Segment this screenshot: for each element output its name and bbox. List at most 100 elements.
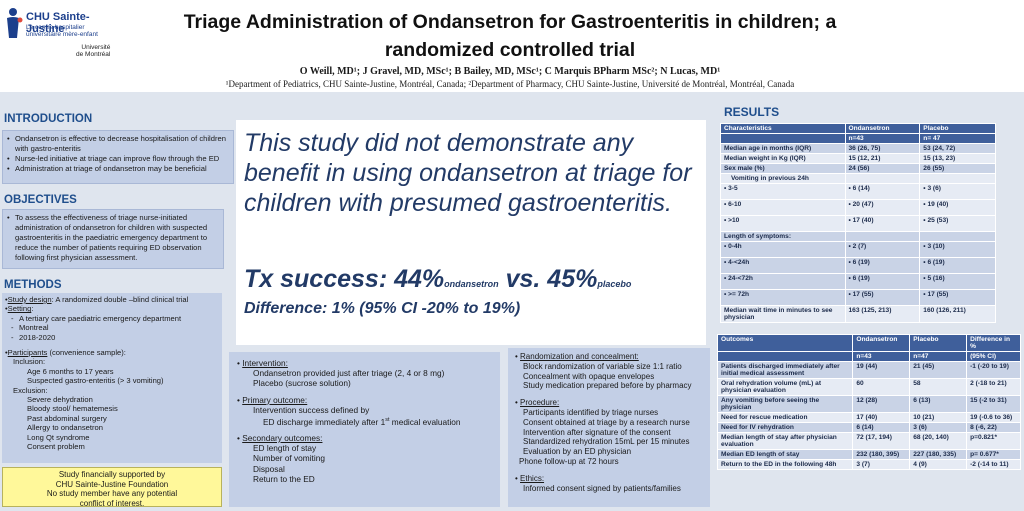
results-heading: RESULTS [724, 105, 780, 119]
chu-figure-icon [7, 8, 23, 38]
followup: Phone follow-up at 72 hours [519, 456, 619, 466]
column-header: Placebo [909, 334, 968, 352]
introduction-box: Ondansetron is effective to decrease hos… [2, 130, 234, 184]
poster-header [0, 0, 1024, 92]
table-row: Need for rescue medication 17 (40) 10 (21)… [716, 412, 1021, 423]
udem-logo: Université de Montréal [76, 44, 111, 58]
secondary-outcome-item: Disposal [253, 463, 285, 474]
logo-subtitle: Le centre hospitalier universitaire mère… [26, 24, 98, 38]
primary-outcome-item: ED discharge immediately after 1st medic… [263, 416, 461, 427]
exclusion-item: Severe dehydration [27, 395, 93, 405]
procedure-item: Standardized rehydration 15mL per 15 min… [523, 437, 690, 447]
secondary-outcome-item: ED length of stay [253, 443, 317, 454]
column-header: Placebo [919, 123, 996, 134]
table-row: Sex male (%) 24 (56) 26 (55) [720, 163, 996, 174]
column-header: Characteristics [720, 123, 846, 134]
table-row: • 4-<24h • 6 (19) • 6 (19) [720, 257, 996, 274]
inclusion-item: Age 6 months to 17 years [27, 366, 114, 376]
difference-text: Difference: 1% (95% CI -20% to 19%) [244, 300, 521, 317]
table-row: Need for IV rehydration 6 (14) 3 (6) 8 (-6,… [716, 422, 1021, 433]
table-row: Median age in months (IQR) 36 (26, 75) 53 … [720, 143, 996, 154]
outcomes-table: Outcomes Ondansetron Placebo Difference … [716, 334, 1021, 470]
ethics-heading: • Ethics: [515, 473, 545, 483]
intervention-box: • Intervention: Ondansetron provided jus… [229, 352, 500, 507]
table-row: Oral rehydration volume (mL) at physicia… [716, 378, 1021, 396]
column-subheader: n=47 [909, 351, 968, 362]
table-row: • 24-<72h • 6 (19) • 5 (16) [720, 273, 996, 290]
characteristics-table: Characteristics Ondansetron Placebo n=43… [720, 123, 996, 323]
intervention-heading: • Intervention: [237, 358, 288, 368]
intervention-item: Placebo (sucrose solution) [253, 378, 351, 389]
procedure-item: Consent obtained at triage by a research… [523, 417, 690, 427]
table-row: Length of symptoms: [720, 231, 996, 242]
setting-item: A tertiary care paediatric emergency dep… [9, 314, 219, 324]
objectives-box: To assess the effectiveness of triage nu… [2, 209, 224, 269]
table-header-row: Outcomes Ondansetron Placebo Difference … [716, 334, 1021, 352]
table-row: • 6-10 • 20 (47) • 19 (40) [720, 199, 996, 216]
procedure-item: Evaluation by an ED physician [523, 447, 632, 457]
intro-item: Nurse-led initiative at triage can impro… [7, 154, 229, 164]
procedure-heading: • Procedure: [515, 398, 560, 408]
methods-box: •Study design: A randomized double –blin… [2, 293, 222, 463]
table-row: • >= 72h • 17 (55) • 17 (55) [720, 289, 996, 306]
secondary-outcome-item: Return to the ED [253, 473, 315, 484]
intro-item: Ondansetron is effective to decrease hos… [7, 134, 229, 154]
column-subheader: n= 47 [919, 133, 996, 144]
randomization-item: Concealment with opaque envelopes [523, 371, 655, 381]
exclusion-item: Bloody stool/ hematemesis [27, 404, 118, 414]
randomization-heading: • Randomization and concealment: [515, 352, 639, 361]
table-subheader-row: n=43 n=47 (95% CI) [716, 351, 1021, 362]
column-subheader: n=43 [844, 133, 921, 144]
column-subheader: (95% CI) [966, 351, 1021, 362]
affiliations: ¹Department of Pediatrics, CHU Sainte-Ju… [225, 79, 795, 89]
table-row: Any vomiting before seeing the physician… [716, 395, 1021, 413]
column-header: Difference in % [966, 334, 1021, 352]
logo-name: CHU Sainte-Justine [26, 11, 90, 35]
primary-outcome-item: Intervention success defined by [253, 404, 370, 415]
objectives-heading: OBJECTIVES [4, 194, 77, 206]
setting-item: Montreal [9, 323, 219, 333]
table-subheader-row: n=43 n= 47 [720, 133, 996, 144]
key-finding-text: This study did not demonstrate any benef… [244, 129, 692, 217]
randomization-item: Study medication prepared before by phar… [523, 381, 692, 391]
treatment-success: Tx success: 44%ondansetron vs. 45%placeb… [244, 265, 632, 293]
ethics-text: Informed consent signed by patients/fami… [523, 483, 681, 493]
column-subheader: n=43 [852, 351, 911, 362]
randomization-item: Block randomization of variable size 1:1… [523, 361, 682, 371]
exclusion-label: Exclusion: [13, 385, 48, 395]
setting: •Setting: [5, 304, 34, 314]
funding-note: Study financially supported by CHU Saint… [2, 467, 222, 508]
table-row: Median ED length of stay 232 (180, 395) 22… [716, 449, 1021, 460]
table-row: Vomiting in previous 24h [720, 173, 996, 184]
secondary-outcome-heading: • Secondary outcomes: [237, 432, 323, 443]
introduction-heading: INTRODUCTION [4, 113, 93, 125]
exclusion-item: Allergy to ondansetron [27, 423, 103, 433]
table-row: Median wait time in minutes to see physi… [720, 305, 996, 323]
poster-title: Triage Administration of Ondansetron for… [183, 11, 837, 61]
methods-heading: METHODS [4, 279, 62, 291]
table-row: • >10 • 17 (40) • 25 (53) [720, 215, 996, 232]
exclusion-item: Consent problem [27, 442, 85, 452]
key-finding-box: This study did not demonstrate any benef… [236, 120, 706, 345]
randomization-box: • Randomization and concealment: Block r… [508, 348, 710, 507]
setting-item: 2018-2020 [9, 333, 219, 343]
procedure-item: Participants identified by triage nurses [523, 407, 659, 417]
intervention-item: Ondansetron provided just after triage (… [253, 368, 445, 379]
objective-text: To assess the effectiveness of triage nu… [7, 213, 219, 263]
chu-logo: CHU Sainte-Justine Le centre hospitalier… [4, 4, 124, 66]
table-row: Median weight in Kg (IQR) 15 (12, 21) 15 (… [720, 153, 996, 164]
table-header-row: Characteristics Ondansetron Placebo [720, 123, 996, 134]
exclusion-item: Long Qt syndrome [27, 432, 90, 442]
column-header: Ondansetron [852, 334, 911, 352]
table-row: • 0-4h • 2 (7) • 3 (10) [720, 241, 996, 258]
table-row: Return to the ED in the following 48h 3 (… [716, 459, 1021, 470]
inclusion-item: Suspected gastro-enteritis (> 3 vomiting… [27, 376, 164, 386]
table-row: Patients discharged immediately after in… [716, 361, 1021, 379]
exclusion-item: Past abdominal surgery [27, 413, 107, 423]
table-row: Median length of stay after physician ev… [716, 432, 1021, 450]
inclusion-label: Inclusion: [13, 357, 46, 367]
participants: •Participants (convenience sample): [5, 348, 126, 358]
column-header: Outcomes [716, 334, 854, 352]
intro-item: Administration at triage of ondansetron … [7, 164, 229, 174]
column-header: Ondansetron [844, 123, 921, 134]
